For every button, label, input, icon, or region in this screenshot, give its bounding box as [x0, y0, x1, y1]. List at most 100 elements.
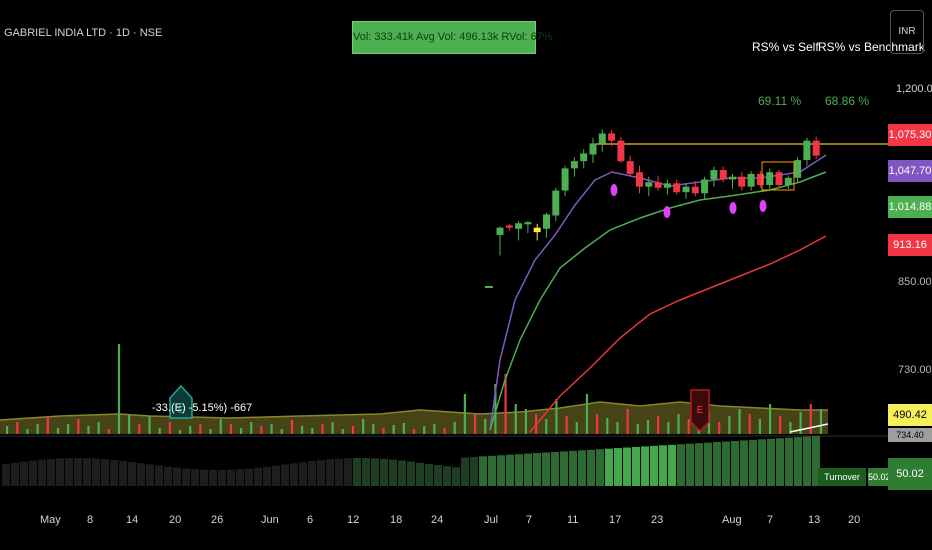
volume-bar [402, 423, 405, 434]
turnover-bar [74, 458, 82, 486]
date-label: 18 [390, 514, 403, 526]
ma-red-line [529, 235, 827, 433]
volume-average-line [0, 401, 828, 421]
rs-percent-label: 69.11 % [758, 94, 802, 108]
volume-bar [443, 428, 446, 434]
volume-bar [545, 419, 548, 434]
volume-bar [423, 426, 426, 434]
turnover-bar [722, 441, 730, 486]
turnover-bar [317, 460, 325, 486]
rs-vs-self-label[interactable]: RS% vs Self [752, 40, 819, 54]
turnover-value: 50.02 Cr [868, 468, 903, 486]
turnover-bar [749, 439, 757, 486]
volume-bar [758, 419, 761, 434]
turnover-badge: 50.02 [888, 458, 932, 490]
turnover-bar [101, 459, 109, 486]
date-label: 20 [848, 514, 861, 526]
pivot-markers [610, 184, 767, 218]
turnover-bar [785, 437, 793, 486]
turnover-bar [11, 462, 19, 486]
volume-bar [311, 428, 314, 434]
turnover-bar [596, 449, 604, 486]
candle-body [729, 176, 736, 180]
candle-body [533, 227, 541, 233]
date-label: 12 [347, 514, 360, 526]
volume-bar [301, 426, 304, 434]
date-label: May [40, 514, 61, 526]
candle-body [543, 214, 550, 229]
volume-bar [484, 419, 487, 434]
turnover-bar [479, 456, 487, 486]
earnings-marker-letter: E [178, 405, 185, 416]
volume-bar [331, 422, 334, 434]
date-label: Jul [484, 514, 499, 526]
moving-averages [489, 154, 827, 433]
turnover-bar [515, 454, 523, 486]
turnover-bar [578, 450, 586, 486]
rs-percent-label: 68.86 % [825, 94, 870, 108]
turnover-bar [380, 458, 388, 486]
turnover-bar [569, 450, 577, 486]
rs-vs-benchmark-label[interactable]: RS% vs Benchmark [818, 40, 925, 54]
turnover-bar [677, 444, 685, 486]
turnover-bar [335, 458, 343, 486]
volume-bar [382, 428, 385, 434]
volume-bar [239, 428, 243, 434]
volume-bar [473, 414, 477, 434]
turnover-bar [533, 453, 541, 486]
earnings-marker-red[interactable]: E [690, 389, 710, 433]
volume-bars [6, 344, 823, 434]
turnover-bar [524, 453, 532, 486]
turnover-bar [2, 464, 10, 486]
volume-bar [718, 422, 721, 434]
volume-bar [514, 404, 517, 434]
earnings-marker-teal[interactable]: E [169, 384, 193, 419]
candle-body [784, 177, 792, 185]
turnover-bar [308, 461, 316, 486]
turnover-bar [227, 469, 235, 486]
earnings-marker-letter: E [697, 405, 704, 416]
price-badge-ma-green: 1,014.88 [888, 196, 932, 218]
volume-bar [260, 426, 263, 434]
volume-badge: 490.42 K [888, 404, 932, 443]
candle-body [570, 161, 578, 169]
candle-body [626, 161, 634, 174]
volume-bar [341, 429, 344, 434]
candles [485, 129, 820, 288]
volume-bar [46, 416, 49, 434]
volume-bar [809, 404, 812, 434]
turnover-bar [353, 458, 361, 486]
turnover-bar [83, 458, 91, 486]
turnover-histogram [2, 436, 820, 486]
candle-body [794, 160, 802, 178]
turnover-bar [389, 459, 397, 486]
date-label: 14 [126, 514, 139, 526]
volume-bar [351, 426, 355, 434]
volume-bar [87, 426, 90, 434]
date-label: 8 [87, 514, 94, 526]
volume-bar [616, 422, 619, 434]
pivot-dot [663, 206, 671, 218]
turnover-bar [758, 439, 766, 486]
volume-bar [280, 429, 283, 434]
volume-bar [26, 429, 29, 434]
volume-bar [138, 424, 141, 434]
candle-body [673, 183, 681, 193]
volume-average-fill [0, 402, 828, 434]
volume-info-box: Vol: 333.41k Avg Vol: 496.13k RVol: 67% [352, 21, 553, 54]
turnover-bar [272, 465, 280, 486]
volume-bar [6, 426, 9, 434]
volume-bar [16, 422, 19, 434]
turnover-bar [425, 463, 433, 486]
turnover-bar [560, 451, 568, 486]
candle-body [580, 153, 588, 162]
turnover-bar [731, 440, 739, 486]
currency-button[interactable]: INR [890, 10, 924, 54]
volume-bar [412, 429, 416, 434]
date-label: 11 [567, 514, 579, 526]
turnover-bar [605, 448, 613, 486]
date-label: 20 [169, 514, 182, 526]
volume-bar [504, 374, 507, 434]
date-label: Jun [261, 514, 279, 526]
